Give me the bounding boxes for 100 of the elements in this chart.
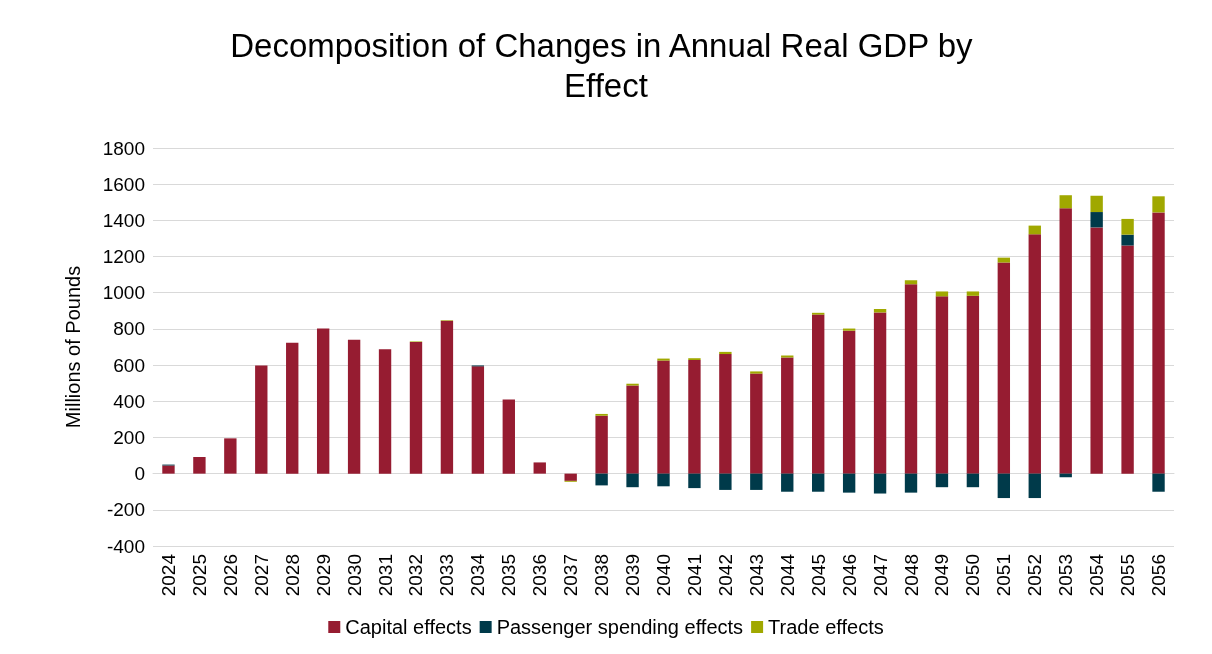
x-tick-label: 2049 [931, 554, 953, 597]
y-tick-label: 1200 [102, 246, 145, 268]
legend-label: Trade effects [768, 616, 884, 638]
x-tick-label: 2024 [157, 553, 179, 597]
x-tick-label: 2038 [591, 554, 613, 597]
bar [657, 473, 670, 487]
x-tick-label: 2050 [962, 554, 984, 597]
bar [719, 351, 732, 355]
y-tick-label: 400 [113, 390, 145, 412]
bar [626, 473, 639, 488]
x-tick-label: 2032 [405, 554, 427, 597]
bar [997, 473, 1011, 499]
bar [812, 314, 825, 474]
x-tick-label: 2041 [683, 554, 705, 597]
x-tick-label: 2036 [529, 554, 551, 597]
bar [750, 371, 763, 374]
bar [688, 360, 701, 474]
x-tick-label: 2043 [745, 554, 767, 597]
x-tick-label: 2052 [1024, 554, 1046, 597]
x-tick-label: 2044 [776, 553, 798, 597]
bar [750, 373, 763, 474]
bar [904, 280, 918, 285]
bar [1121, 245, 1134, 474]
bar [1028, 225, 1041, 235]
y-tick-label: 800 [113, 318, 145, 340]
bar [688, 473, 701, 489]
bar [873, 473, 887, 494]
bar [935, 291, 949, 297]
y-tick-label: -200 [106, 499, 145, 521]
bar [842, 473, 856, 493]
y-tick-label: 0 [134, 463, 145, 485]
bar [502, 399, 515, 474]
bar [1059, 208, 1072, 474]
bar [1152, 196, 1165, 213]
legend-label: Passenger spending effects [496, 616, 744, 638]
bar [471, 366, 485, 474]
bar [966, 295, 980, 474]
x-tick-label: 2054 [1086, 553, 1108, 597]
bar [1090, 227, 1103, 474]
bar [966, 473, 980, 488]
bar [873, 312, 887, 474]
bar [1090, 212, 1103, 228]
x-tick-label: 2048 [900, 554, 922, 597]
bar [781, 473, 794, 492]
bar [1059, 195, 1072, 209]
bar [378, 349, 392, 474]
x-tick-label: 2046 [838, 554, 860, 597]
x-tick-label: 2028 [281, 554, 303, 597]
bar [812, 473, 825, 492]
x-tick-label: 2030 [343, 554, 365, 597]
x-tick-label: 2045 [807, 554, 829, 597]
y-tick-label: 1600 [102, 173, 145, 195]
x-tick-label: 2037 [560, 554, 582, 597]
x-tick-label: 2035 [498, 554, 520, 597]
bar [533, 462, 546, 474]
bar [224, 438, 237, 474]
x-tick-label: 2051 [993, 554, 1015, 597]
y-tick-label: 1800 [102, 137, 145, 159]
y-tick-label: 600 [113, 354, 145, 376]
bar [564, 473, 577, 481]
bar [1028, 234, 1041, 474]
bar [193, 456, 206, 474]
bar [935, 473, 949, 488]
bar [1121, 234, 1134, 246]
bar [966, 291, 980, 296]
bar [1121, 218, 1134, 235]
bar [657, 360, 670, 474]
chart-title: Decomposition of Changes in Annual Real GDP by Effect [230, 26, 982, 104]
x-tick-label: 2053 [1055, 554, 1077, 597]
x-tick-label: 2055 [1117, 554, 1139, 597]
bar [316, 328, 330, 474]
y-axis-title: Millions of Pounds [62, 265, 84, 429]
y-tick-label: 1400 [102, 209, 145, 231]
y-tick-label: 1000 [102, 282, 145, 304]
bar [595, 415, 608, 474]
bar [1152, 212, 1165, 474]
x-tick-label: 2042 [714, 554, 736, 597]
bar [595, 473, 608, 486]
bar [1028, 473, 1041, 499]
x-tick-label: 2039 [622, 554, 644, 597]
y-tick-label: -400 [106, 535, 145, 557]
bar [440, 320, 454, 474]
bar [255, 365, 268, 474]
x-tick-label: 2027 [250, 554, 272, 597]
bar [997, 262, 1011, 474]
bar [719, 354, 732, 474]
legend-label: Capital effects [345, 616, 472, 638]
x-tick-label: 2040 [653, 554, 674, 597]
x-tick-label: 2033 [436, 554, 458, 597]
bar [1090, 195, 1103, 213]
x-tick-label: 2025 [188, 554, 210, 597]
bar [162, 465, 175, 474]
x-tick-label: 2056 [1148, 554, 1170, 597]
x-tick-label: 2047 [869, 554, 891, 597]
bar [935, 296, 949, 474]
bar [904, 473, 918, 493]
bar [286, 342, 299, 474]
bar [409, 341, 423, 474]
y-tick-label: 200 [113, 426, 145, 448]
bar [347, 339, 361, 474]
